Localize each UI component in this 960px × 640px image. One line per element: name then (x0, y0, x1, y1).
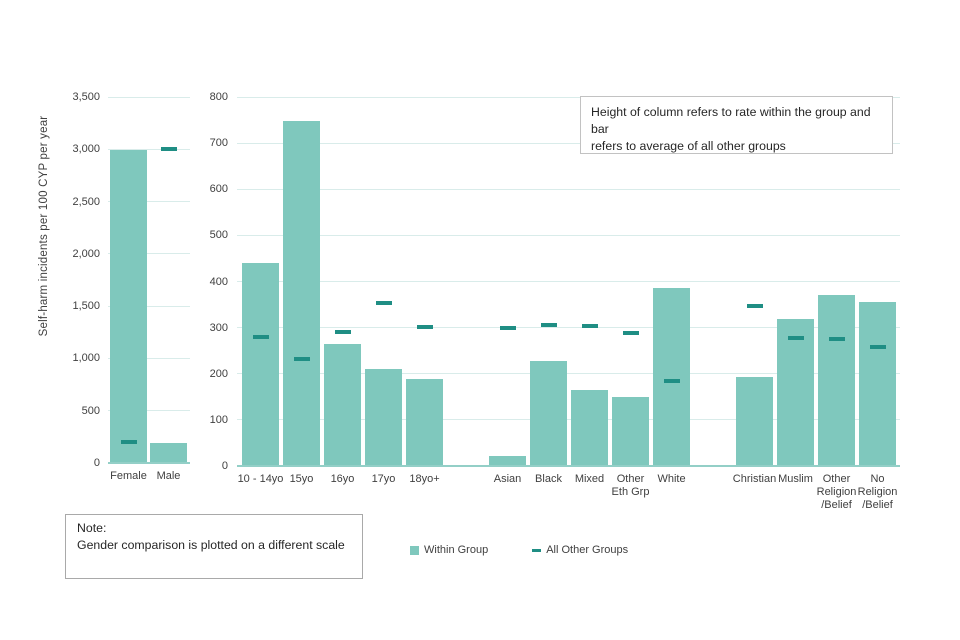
bar-within-group (818, 294, 855, 466)
x-category-label: 15yo (289, 473, 314, 485)
marker-all-other-groups (828, 337, 845, 342)
gridline (108, 410, 190, 412)
y-tick-label: 200 (209, 367, 228, 380)
gridline (237, 234, 900, 236)
x-category-label: Black (535, 473, 562, 485)
marker-all-other-groups (416, 325, 433, 330)
x-category-label: 17yo (371, 473, 396, 485)
x-category-label: 18yo+ (409, 473, 440, 485)
bar-within-group (242, 263, 279, 466)
marker-all-other-groups (540, 322, 557, 327)
y-tick-label: 100 (209, 413, 228, 426)
y-tick-label: 700 (209, 137, 228, 150)
marker-all-other-groups (869, 344, 886, 349)
gridline (237, 142, 900, 144)
x-axis-line (108, 462, 190, 464)
x-category-label: Female (110, 470, 147, 482)
y-tick-label: 3,500 (72, 91, 100, 103)
marker-all-other-groups (746, 303, 763, 308)
x-category-label: Christian (732, 473, 777, 485)
x-category-label: Other Religion /Belief (816, 473, 857, 511)
x-category-label: No Religion /Belief (857, 473, 898, 511)
note-box: Note: Gender comparison is plotted on a … (65, 514, 363, 579)
annotation-line-2: refers to average of all other groups (591, 139, 786, 153)
bar-within-group (489, 455, 526, 466)
gridline (108, 253, 190, 255)
legend-square-marker (410, 545, 419, 555)
legend-item: All Other Groups (532, 544, 628, 556)
marker-all-other-groups (375, 300, 392, 305)
y-tick-label: 500 (81, 404, 100, 417)
legend-label: Within Group (424, 544, 489, 556)
gridline (237, 419, 900, 421)
marker-all-other-groups (293, 356, 310, 361)
bar-within-group (612, 396, 649, 466)
y-tick-label: 500 (209, 229, 228, 242)
gridline (237, 96, 900, 98)
x-category-label: Muslim (778, 473, 813, 485)
gridline (237, 188, 900, 190)
bar-within-group (324, 343, 361, 466)
x-category-label: 16yo (330, 473, 355, 485)
bar-within-group (283, 120, 320, 466)
y-tick-label: 3,000 (72, 143, 100, 156)
marker-all-other-groups (252, 334, 269, 339)
marker-all-other-groups (334, 329, 351, 334)
bar-within-group (530, 361, 567, 466)
x-category-label: White (657, 473, 686, 485)
marker-all-other-groups (160, 147, 177, 152)
y-tick-label: 1,000 (72, 352, 100, 365)
legend-item: Within Group (410, 544, 488, 556)
annotation-box: Height of column refers to rate within t… (580, 96, 893, 154)
x-category-label: Other Eth Grp (611, 473, 650, 498)
y-tick-label: 600 (209, 183, 228, 196)
x-category-label: Male (156, 470, 181, 482)
y-tick-label: 800 (209, 91, 228, 103)
marker-all-other-groups (663, 379, 680, 384)
gridline (237, 373, 900, 375)
bar-within-group (777, 319, 814, 466)
bar-within-group (365, 369, 402, 466)
y-tick-label: 0 (93, 457, 100, 469)
legend: Within Group All Other Groups (410, 542, 628, 558)
gridline (237, 281, 900, 282)
bar-within-group (150, 442, 187, 463)
marker-all-other-groups (787, 335, 804, 340)
legend-label: All Other Groups (546, 544, 629, 556)
gridline (108, 96, 190, 98)
y-tick-label: 2,000 (72, 247, 100, 260)
y-tick-label: 400 (209, 275, 228, 288)
bar-within-group (653, 288, 690, 466)
x-category-label: Mixed (574, 473, 605, 485)
x-axis-line (237, 465, 900, 467)
x-category-label: Asian (493, 473, 522, 485)
gridline (108, 148, 190, 150)
gridline (108, 305, 190, 307)
marker-all-other-groups (581, 324, 598, 329)
marker-all-other-groups (120, 439, 137, 444)
note-text: Gender comparison is plotted on a differ… (77, 538, 345, 552)
marker-all-other-groups (622, 331, 639, 336)
y-tick-label: 300 (209, 321, 228, 334)
annotation-line-1: Height of column refers to rate within t… (591, 105, 871, 136)
gridline (108, 201, 190, 203)
y-tick-label: 1,500 (72, 300, 100, 313)
bar-within-group (571, 389, 608, 466)
bar-within-group (736, 376, 773, 466)
x-category-label: 10 - 14yo (237, 473, 284, 485)
gridline (108, 357, 190, 359)
bar-within-group (110, 150, 147, 463)
marker-all-other-groups (499, 326, 516, 331)
y-tick-label: 2,500 (72, 195, 100, 208)
bar-within-group (859, 301, 896, 466)
y-tick-label: 0 (221, 460, 228, 472)
note-title: Note: (77, 521, 107, 535)
legend-dash-marker (532, 548, 542, 552)
bar-within-group (406, 379, 443, 466)
gridline (237, 327, 900, 329)
